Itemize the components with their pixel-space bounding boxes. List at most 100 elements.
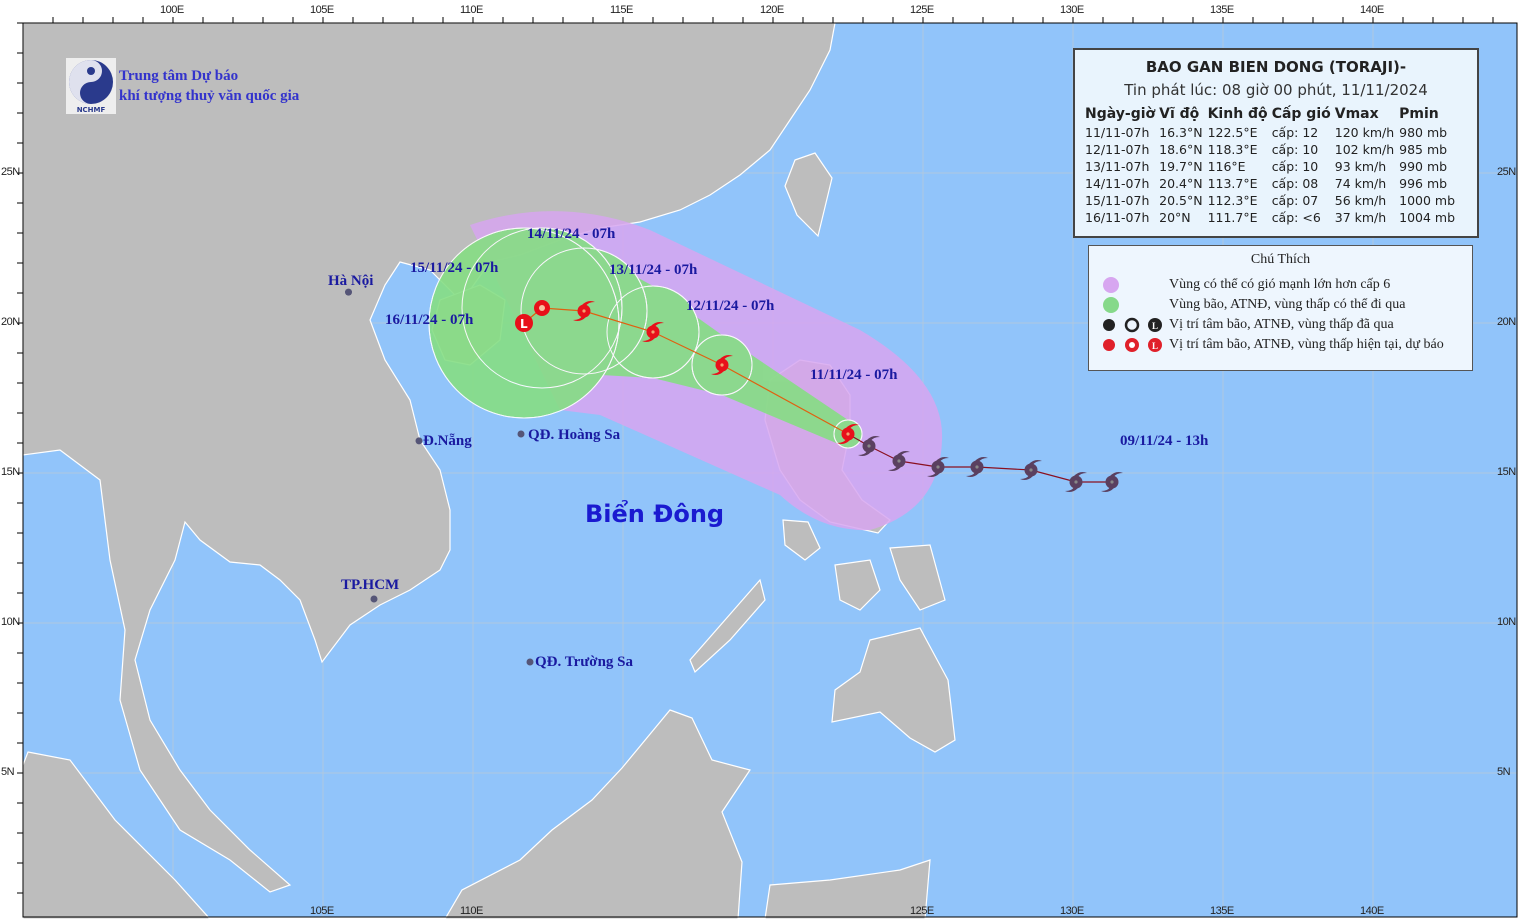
land-palawan: [689, 578, 766, 674]
table-cell: 1004 mb: [1399, 210, 1456, 225]
forecast-radius-outline: [461, 227, 623, 389]
table-cell: 37 km/h: [1334, 210, 1387, 225]
past-storm-icon: [966, 457, 988, 477]
table-cell: 111.7°E: [1207, 210, 1258, 225]
forecast-radius-outline: [606, 285, 700, 379]
land-visayas: [834, 544, 946, 611]
past-storm-icon: [1020, 460, 1042, 480]
table-cell: 990 mb: [1399, 159, 1448, 174]
lat-label-left: 10N: [1, 616, 20, 628]
forecast-depression-icon: [534, 300, 550, 316]
table-cell: 56 km/h: [1334, 193, 1387, 208]
table-cell: 102 km/h: [1334, 142, 1395, 157]
forecast-label-14-11: 14/11/24 - 07h: [527, 226, 616, 242]
table-cell: 16.3°N: [1159, 125, 1203, 140]
lon-label-top: 140E: [1360, 4, 1384, 16]
land-taiwan: [784, 152, 833, 238]
logo-emblem-icon: [69, 60, 113, 104]
past-position-icons: L: [1103, 317, 1162, 333]
legend-item: Vị trí tâm bão, ATNĐ, vùng thấp đã qua: [1169, 317, 1394, 332]
table-cell: 20°N: [1159, 210, 1191, 225]
table-cell: 1000 mb: [1399, 193, 1456, 208]
table-row: 13/11-07h 19.7°N 116°E cấp: 10 93 km/h 990 mb: [1083, 158, 1458, 175]
column-header: Ngày-giờ: [1085, 106, 1156, 122]
table-cell: cấp: 08: [1271, 176, 1319, 191]
past-storm-icon: [1101, 472, 1123, 492]
table-cell: 122.5°E: [1207, 125, 1258, 140]
lat-label-left: 20N: [1, 316, 20, 328]
table-cell: 985 mb: [1399, 142, 1448, 157]
svg-text:L: L: [1152, 321, 1158, 331]
past-storm-icon: [927, 457, 949, 477]
axis-ticks: [17, 17, 1494, 894]
legend-item: Vị trí tâm bão, ATNĐ, vùng thấp hiện tại…: [1169, 337, 1444, 352]
lon-label-bottom: 125E: [910, 905, 934, 917]
table-cell: cấp: 10: [1271, 159, 1319, 174]
table-cell: 16/11-07h: [1085, 210, 1150, 225]
table-cell: 12/11-07h: [1085, 142, 1150, 157]
lon-label-bottom: 135E: [1210, 905, 1234, 917]
forecast-radius-outline: [428, 227, 620, 419]
city-label-truong-sa: QĐ. Trường Sa: [535, 654, 634, 670]
forecast-storm-icon: [837, 424, 859, 444]
lon-label-bottom: 140E: [1360, 905, 1384, 917]
lon-label-bottom: 105E: [310, 905, 334, 917]
land-sulawesi: [764, 859, 931, 919]
nchmf-logo: NCHMF: [66, 58, 116, 114]
lat-label-left: 15N: [1, 466, 20, 478]
svg-text:L: L: [1152, 341, 1158, 351]
table-row: 15/11-07h 20.5°N 112.3°E cấp: 07 56 km/h 1000…: [1083, 192, 1458, 209]
table-cell: 74 km/h: [1334, 176, 1387, 191]
table-cell: cấp: <6: [1271, 210, 1321, 225]
column-header: Vmax: [1334, 106, 1379, 122]
forecast-radius-outline: [520, 247, 648, 375]
table-cell: 20.5°N: [1159, 193, 1203, 208]
table-cell: 20.4°N: [1159, 176, 1203, 191]
table-cell: cấp: 10: [1271, 142, 1319, 157]
table-cell: cấp: 07: [1271, 193, 1319, 208]
table-cell: cấp: 12: [1271, 125, 1319, 140]
lon-label-top: 100E: [160, 4, 184, 16]
map-frame: [22, 22, 1518, 918]
svg-text:L: L: [520, 317, 528, 331]
forecast-storm-icon: [573, 301, 595, 321]
issued-time: Tin phát lúc: 08 giờ 00 phút, 11/11/2024: [1124, 81, 1428, 99]
column-header: Vĩ độ: [1159, 106, 1200, 122]
table-cell: 118.3°E: [1207, 142, 1258, 157]
purple-circle-icon: [1103, 277, 1119, 293]
storm-title: BAO GAN BIEN DONG (TORAJI)-: [1145, 58, 1407, 76]
lon-label-top: 115E: [610, 4, 633, 16]
forecast-storm-icon: [711, 355, 733, 375]
storm-info-panel: BAO GAN BIEN DONG (TORAJI)- Tin phát lúc…: [1073, 48, 1479, 238]
forecast-label-12-11: 12/11/24 - 07h: [686, 298, 775, 314]
lat-label-left: 25N: [1, 166, 20, 178]
forecast-low-icon: L: [515, 314, 533, 332]
past-storm-icon: [1065, 472, 1087, 492]
table-cell: 19.7°N: [1159, 159, 1203, 174]
legend-title: Chú Thích: [1250, 252, 1311, 267]
table-row: 12/11-07h 18.6°N 118.3°E cấp: 10 102 km/h 985…: [1083, 141, 1458, 158]
start-label: 09/11/24 - 13h: [1120, 433, 1209, 449]
forecast-label-16-11: 16/11/24 - 07h: [385, 312, 474, 328]
table-cell: 13/11-07h: [1085, 159, 1150, 174]
lat-label-right: 10N: [1497, 616, 1516, 628]
city-label-hcm: TP.HCM: [341, 577, 400, 593]
logo-text: NCHMF: [76, 106, 106, 114]
land-borneo: [444, 709, 751, 919]
legend-panel: Chú Thích Vùng có thể có gió mạnh lớn hơ…: [1088, 245, 1473, 371]
table-cell: 11/11-07h: [1085, 125, 1150, 140]
table-cell: 116°E: [1207, 159, 1246, 174]
forecast-storm-icon: [642, 322, 664, 342]
table-row: 11/11-07h 16.3°N 122.5°E cấp: 12 120 km/h 980…: [1083, 124, 1458, 141]
lon-label-top: 125E: [910, 4, 934, 16]
city-label-hanoi: Hà Nội: [328, 273, 374, 289]
table-cell: 15/11-07h: [1085, 193, 1150, 208]
column-header: Kinh độ: [1207, 106, 1268, 122]
lon-label-top: 105E: [310, 4, 334, 16]
lon-label-top: 135E: [1210, 4, 1234, 16]
forecast-radius-outline: [691, 334, 753, 396]
city-dot: [345, 288, 352, 296]
org-name-line1: Trung tâm Dự báo: [119, 68, 239, 84]
track-icons: L: [515, 300, 1123, 492]
city-dot: [517, 430, 525, 438]
